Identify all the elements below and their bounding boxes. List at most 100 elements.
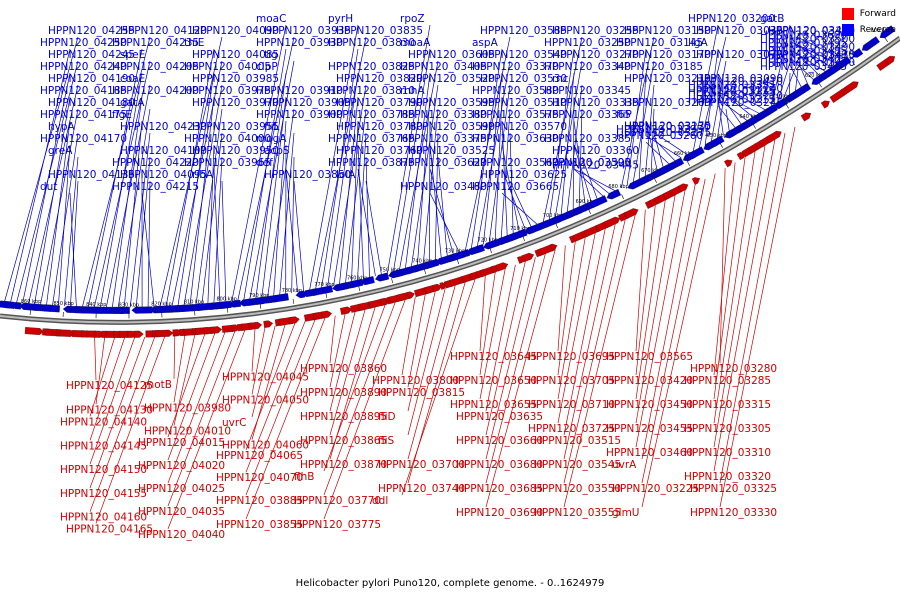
forward-gene-arrow xyxy=(156,330,174,337)
reverse-gene-label: aspA xyxy=(472,37,499,49)
reverse-gene-label: greA xyxy=(48,145,73,157)
reverse-gene-arrow xyxy=(588,195,607,207)
forward-gene-label: HPPN120_03280 xyxy=(690,363,777,375)
forward-gene-label: HPPN120_03330 xyxy=(690,507,777,519)
reverse-gene-label: moaC xyxy=(256,13,286,25)
reverse-gene-label: HPPN120_03525 xyxy=(408,145,495,157)
forward-gene-label: HPPN120_03555 xyxy=(534,507,621,519)
forward-gene-label: HPPN120_04070 xyxy=(216,472,303,484)
forward-gene-label: HPPN120_03890 xyxy=(300,387,387,399)
forward-gene-arrow xyxy=(25,327,44,335)
scale-tick-mark xyxy=(556,223,558,228)
scale-tick-label: 680 kbp xyxy=(608,184,628,190)
reverse-gene-label: fliL xyxy=(264,121,280,133)
reverse-gene-label: speE xyxy=(120,49,145,61)
reverse-gene-label: dut xyxy=(40,181,57,193)
reverse-connector xyxy=(726,109,729,131)
forward-gene-label: HPPN120_03305 xyxy=(684,423,771,435)
scale-tick-mark xyxy=(227,308,228,313)
forward-gene-label: HPPN120_04125 xyxy=(66,380,153,392)
reverse-gene-label: tig xyxy=(264,49,278,61)
forward-gene-arrow xyxy=(289,317,300,325)
scale-tick-mark xyxy=(523,236,525,241)
forward-gene-label: HPPN120_03315 xyxy=(684,399,771,411)
legend-item-reverse: Reverse xyxy=(842,22,896,38)
reverse-gene-label: HPPN120_03985 xyxy=(192,73,279,85)
reverse-gene-label: mogA xyxy=(256,133,287,145)
forward-gene-arrow xyxy=(603,217,620,228)
reverse-gene-label: HPPN120_03835 xyxy=(336,25,423,37)
forward-gene-label: HPPN120_04045 xyxy=(222,372,309,384)
forward-gene-label: HPPN120_04160 xyxy=(60,512,147,524)
forward-gene-label: uvrA xyxy=(612,459,637,471)
scale-tick-mark xyxy=(687,161,689,165)
forward-gene-arrow xyxy=(766,131,782,143)
forward-gene-label: flhB xyxy=(294,471,314,483)
scale-tick-mark xyxy=(622,194,624,199)
reverse-connector xyxy=(789,73,790,95)
legend-label-forward: Forward xyxy=(860,9,896,19)
forward-gene-label: HPPN120_03725 xyxy=(528,423,615,435)
legend-swatch-reverse xyxy=(842,24,854,36)
forward-gene-label: HPPN120_03685 xyxy=(456,483,543,495)
forward-gene-label: HPPN120_03710 xyxy=(528,399,615,411)
reverse-gene-label: ligA xyxy=(688,37,708,49)
forward-connector xyxy=(95,337,96,380)
reverse-gene-label: HPPN120_03175 xyxy=(624,121,711,133)
reverse-gene-label: acpS xyxy=(264,145,290,157)
reverse-gene-label: HPPN120_04170 xyxy=(40,133,127,145)
forward-gene-label: HPPN120_03855 xyxy=(216,519,303,531)
forward-gene-label: HPPN120_03545 xyxy=(534,459,621,471)
scale-tick-mark xyxy=(293,299,294,304)
forward-gene-label: HPPN120_03515 xyxy=(534,435,621,447)
forward-gene-label: HPPN120_04140 xyxy=(60,416,147,428)
forward-gene-label: HPPN120_03690 xyxy=(456,507,543,519)
forward-gene-arrow xyxy=(211,326,222,333)
scale-tick-mark xyxy=(819,83,822,87)
forward-gene-label: HPPN120_03700 xyxy=(378,459,465,471)
scale-tick-mark xyxy=(885,38,888,42)
scale-tick-mark xyxy=(326,293,327,298)
forward-gene-arrow xyxy=(692,177,700,184)
forward-gene-label: HPPN120_03705 xyxy=(528,375,615,387)
reverse-gene-label: thiE xyxy=(184,37,204,49)
forward-gene-label: HPPN120_03740 xyxy=(378,483,465,495)
reverse-gene-label: hypA xyxy=(48,121,76,133)
forward-connector xyxy=(642,184,695,459)
reverse-connector xyxy=(430,193,459,252)
forward-gene-arrow xyxy=(495,263,508,272)
forward-gene-label: HPPN120_04150 xyxy=(60,464,147,476)
forward-connector xyxy=(636,205,655,375)
forward-gene-label: HPPN120_03650 xyxy=(450,375,537,387)
reverse-gene-label: gatA xyxy=(120,97,145,109)
forward-gene-label: HPPN120_04065 xyxy=(216,450,303,462)
forward-gene-label: HPPN120_03285 xyxy=(684,375,771,387)
reverse-connector xyxy=(366,157,370,278)
forward-gene-label: fliS xyxy=(378,435,395,447)
scale-tick-mark xyxy=(457,259,459,264)
forward-connector xyxy=(558,233,595,423)
forward-gene-label: HPPN120_03770 xyxy=(294,495,381,507)
forward-gene-label: HPPN120_03420 xyxy=(606,375,693,387)
scale-tick-mark xyxy=(720,143,722,147)
forward-gene-arrow xyxy=(724,160,732,167)
reverse-gene-label: clpP xyxy=(256,61,278,73)
forward-gene-label: HPPN120_03325 xyxy=(690,483,777,495)
forward-gene-arrow xyxy=(624,208,638,218)
forward-gene-label: HPPN120_03310 xyxy=(684,447,771,459)
forward-gene-label: HPPN120_03870 xyxy=(300,459,387,471)
forward-gene-label: HPPN120_03695 xyxy=(528,351,615,363)
forward-connector xyxy=(636,210,645,351)
forward-gene-label: HPPN120_03565 xyxy=(606,351,693,363)
forward-gene-arrow xyxy=(133,331,143,338)
forward-connector xyxy=(96,337,105,404)
forward-connector xyxy=(174,335,185,402)
scale-tick-mark xyxy=(490,248,492,253)
legend: Forward Reverse xyxy=(842,6,896,38)
forward-gene-label: motB xyxy=(144,379,172,391)
forward-gene-label: HPPN120_03865 xyxy=(300,435,387,447)
scale-tick-mark xyxy=(359,286,360,291)
forward-gene-arrow xyxy=(340,307,352,315)
reverse-gene-label: fliP xyxy=(616,109,632,121)
